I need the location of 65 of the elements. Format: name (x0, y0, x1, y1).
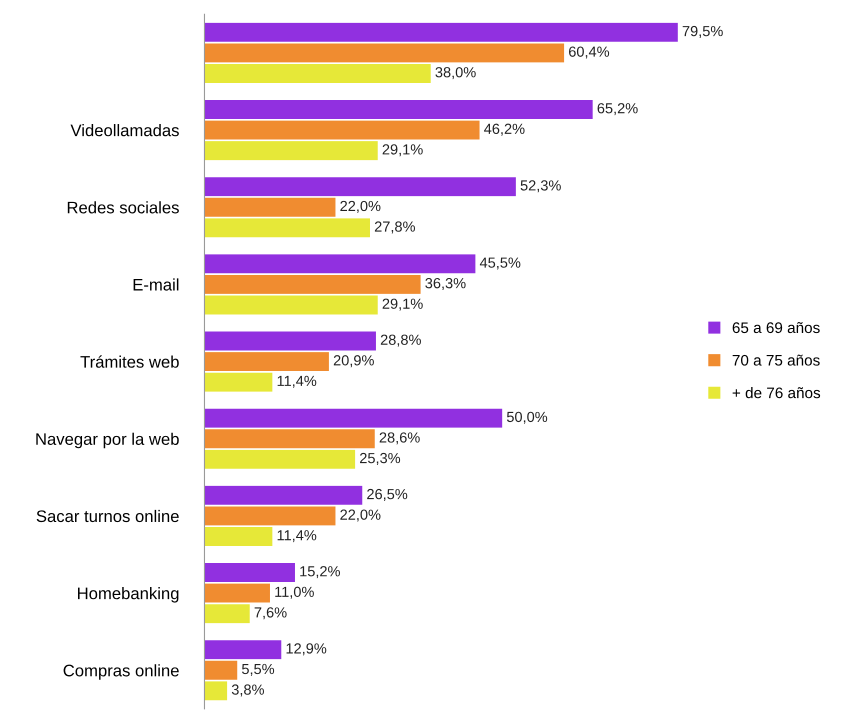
bar (204, 486, 362, 505)
bar (204, 372, 272, 392)
y-tick-label: Homebanking (78, 587, 178, 603)
data-label: 11,4% (278, 376, 316, 388)
y-tick-label: Sacar turnos online (36, 510, 179, 522)
data-label: 65,2% (598, 103, 638, 116)
bar (204, 254, 476, 274)
data-label: 26,5% (367, 488, 408, 501)
bar (204, 120, 480, 140)
data-label: 20,9% (334, 355, 374, 368)
bar (204, 218, 370, 238)
data-label: 28,8% (380, 334, 421, 347)
data-label: 45,5% (480, 257, 520, 270)
data-label: 22,0% (340, 510, 380, 522)
data-label: 12,9% (286, 643, 326, 656)
bar (204, 563, 295, 582)
data-label: 29,1% (382, 144, 423, 156)
bar (204, 352, 329, 372)
y-tick-label: Navegar por la web (36, 432, 179, 448)
bar (204, 660, 238, 680)
bar (204, 100, 593, 119)
data-label: 25,3% (360, 452, 400, 465)
bar (204, 141, 378, 160)
y-tick-label: Redes sociales (68, 201, 179, 214)
data-label: 27,8% (374, 221, 415, 234)
bar (204, 429, 375, 448)
bar (204, 450, 356, 469)
bar (204, 584, 270, 603)
data-label: 50,0% (506, 412, 548, 424)
y-tick-label: Trámites web (80, 355, 179, 368)
bar (204, 604, 250, 624)
bar (204, 640, 282, 660)
data-label: 60,4% (569, 46, 610, 59)
data-label: 28,6% (380, 432, 420, 444)
bar (204, 527, 272, 546)
data-label: 36,3% (425, 278, 466, 290)
bar (204, 198, 336, 217)
bar (204, 177, 516, 196)
data-label: 52,3% (520, 180, 561, 192)
data-label: 38,0% (435, 67, 476, 80)
data-label: 29,1% (382, 298, 423, 311)
legend-label: 65 a 69 años (732, 322, 820, 334)
data-label: 11,0% (275, 586, 314, 599)
bar (204, 332, 376, 350)
bar (204, 506, 336, 526)
bar (204, 22, 678, 42)
data-label: 22,0% (340, 200, 380, 213)
bar (204, 681, 228, 700)
bar (204, 274, 421, 294)
data-label: 15,2% (300, 566, 340, 578)
bar (204, 296, 378, 314)
bar (204, 64, 431, 83)
bar (204, 43, 564, 62)
data-label: 46,2% (484, 124, 525, 136)
data-label: 79,5% (682, 26, 723, 38)
legend-label: + de 76 años (732, 387, 820, 398)
y-tick-label: Compras online (64, 664, 179, 680)
data-label: 7,6% (254, 607, 287, 620)
bar (204, 408, 502, 428)
data-label: 3,8% (232, 684, 264, 696)
y-tick-label: E-mail (134, 278, 178, 291)
y-tick-label: Videollamadas (70, 124, 179, 136)
data-label: 5,5% (242, 664, 274, 676)
legend-label: 70 a 75 años (732, 354, 820, 366)
data-label: 11,4% (278, 530, 316, 542)
